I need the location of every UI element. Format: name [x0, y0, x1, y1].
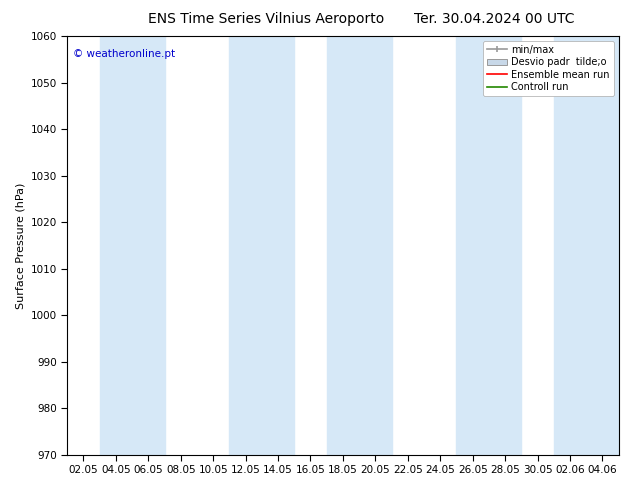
- Bar: [456, 36, 521, 455]
- Text: ENS Time Series Vilnius Aeroporto: ENS Time Series Vilnius Aeroporto: [148, 12, 384, 26]
- Bar: [327, 36, 392, 455]
- Bar: [100, 36, 165, 455]
- Bar: [230, 36, 294, 455]
- Bar: [553, 36, 619, 455]
- Text: Ter. 30.04.2024 00 UTC: Ter. 30.04.2024 00 UTC: [414, 12, 575, 26]
- Text: © weatheronline.pt: © weatheronline.pt: [73, 49, 175, 59]
- Y-axis label: Surface Pressure (hPa): Surface Pressure (hPa): [15, 182, 25, 309]
- Legend: min/max, Desvio padr  tilde;o, Ensemble mean run, Controll run: min/max, Desvio padr tilde;o, Ensemble m…: [483, 41, 614, 96]
